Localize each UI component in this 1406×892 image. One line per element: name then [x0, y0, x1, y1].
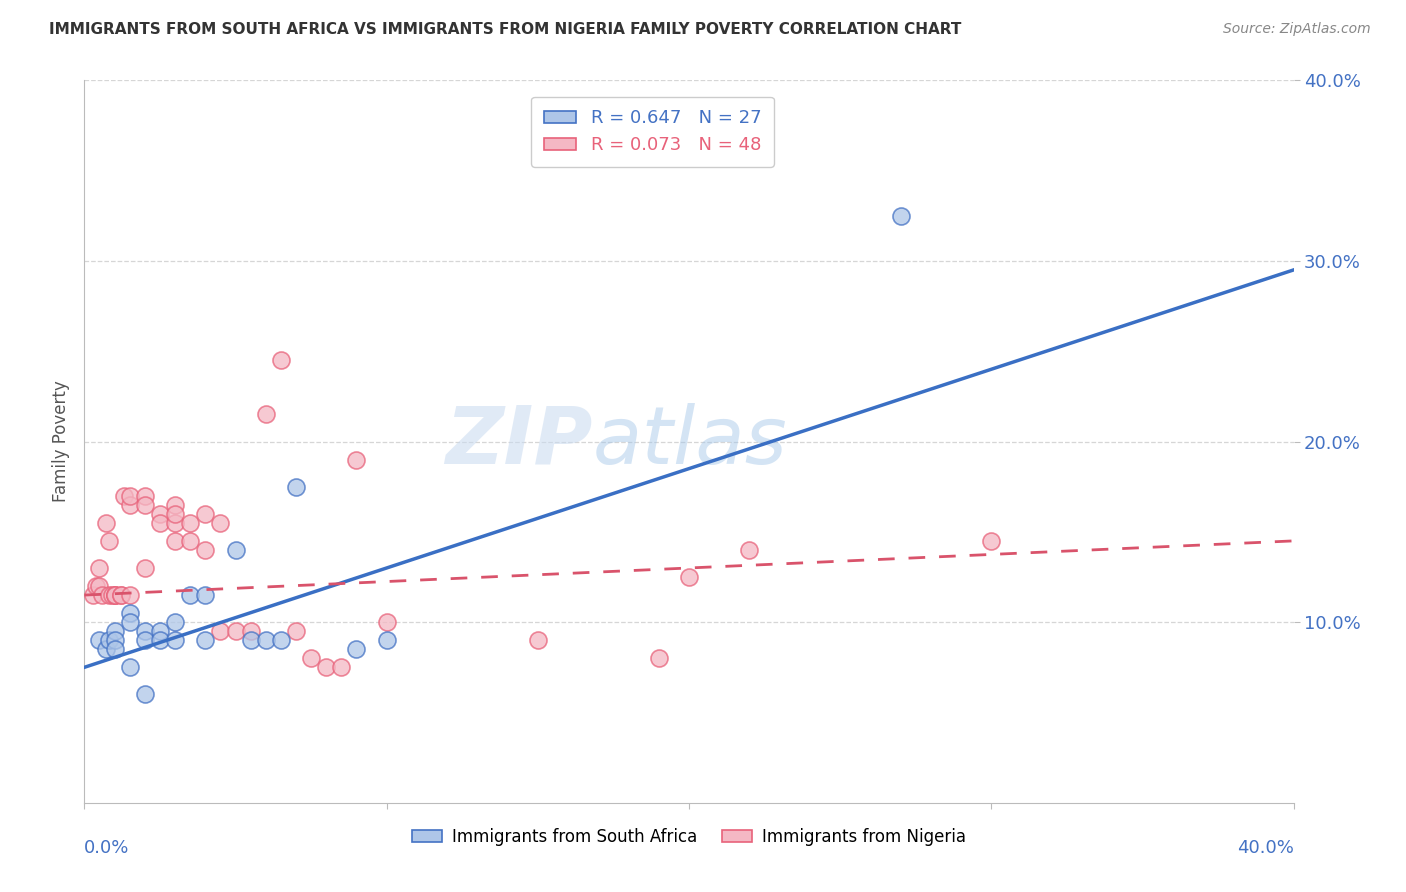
Point [94, 642, 117, 657]
Point [134, 633, 156, 648]
Point [165, 615, 187, 630]
Point [118, 498, 141, 512]
Point [118, 489, 141, 503]
Point [104, 588, 127, 602]
Point [134, 561, 156, 575]
Text: Source: ZipAtlas.com: Source: ZipAtlas.com [1223, 22, 1371, 37]
Point [149, 516, 172, 530]
Point [94, 516, 117, 530]
Point [97, 533, 120, 548]
Point [149, 624, 172, 639]
Point [254, 633, 277, 648]
Point [118, 606, 141, 620]
Point [678, 570, 700, 584]
Point [91, 588, 114, 602]
Point [239, 624, 262, 639]
Legend: Immigrants from South Africa, Immigrants from Nigeria: Immigrants from South Africa, Immigrants… [405, 821, 973, 852]
Y-axis label: Family Poverty: Family Poverty [52, 381, 70, 502]
Point [134, 687, 156, 701]
Point [86, 579, 108, 593]
Point [225, 542, 247, 557]
Point [179, 516, 201, 530]
Point [330, 660, 353, 674]
Text: 0.0%: 0.0% [84, 838, 129, 857]
Point [118, 615, 141, 630]
Point [375, 633, 398, 648]
Point [134, 624, 156, 639]
Point [89, 633, 111, 648]
Point [104, 588, 127, 602]
Point [104, 624, 127, 639]
Point [97, 633, 120, 648]
Point [165, 498, 187, 512]
Point [209, 624, 232, 639]
Point [194, 633, 217, 648]
Point [194, 542, 217, 557]
Point [118, 588, 141, 602]
Point [104, 588, 127, 602]
Point [149, 507, 172, 521]
Point [165, 507, 187, 521]
Point [254, 408, 277, 422]
Point [112, 489, 135, 503]
Point [194, 507, 217, 521]
Point [179, 533, 201, 548]
Point [890, 209, 912, 223]
Text: ZIP: ZIP [444, 402, 592, 481]
Point [179, 588, 201, 602]
Point [194, 588, 217, 602]
Text: IMMIGRANTS FROM SOUTH AFRICA VS IMMIGRANTS FROM NIGERIA FAMILY POVERTY CORRELATI: IMMIGRANTS FROM SOUTH AFRICA VS IMMIGRAN… [49, 22, 962, 37]
Point [346, 452, 368, 467]
Point [285, 624, 308, 639]
Text: 40.0%: 40.0% [1237, 838, 1294, 857]
Point [209, 516, 232, 530]
Point [149, 633, 172, 648]
Point [315, 660, 337, 674]
Point [648, 651, 671, 665]
Point [89, 579, 111, 593]
Point [165, 633, 187, 648]
Point [527, 633, 550, 648]
Point [346, 642, 368, 657]
Point [285, 480, 308, 494]
Point [738, 542, 761, 557]
Point [980, 533, 1002, 548]
Point [375, 615, 398, 630]
Point [165, 516, 187, 530]
Point [270, 633, 292, 648]
Text: atlas: atlas [592, 402, 787, 481]
Point [104, 633, 127, 648]
Point [225, 624, 247, 639]
Point [165, 533, 187, 548]
Point [89, 561, 111, 575]
Point [299, 651, 322, 665]
Point [134, 498, 156, 512]
Point [104, 642, 127, 657]
Point [270, 353, 292, 368]
Point [100, 588, 122, 602]
Point [110, 588, 132, 602]
Point [97, 588, 120, 602]
Point [134, 489, 156, 503]
Point [118, 660, 141, 674]
Point [110, 588, 132, 602]
Point [239, 633, 262, 648]
Point [82, 588, 104, 602]
